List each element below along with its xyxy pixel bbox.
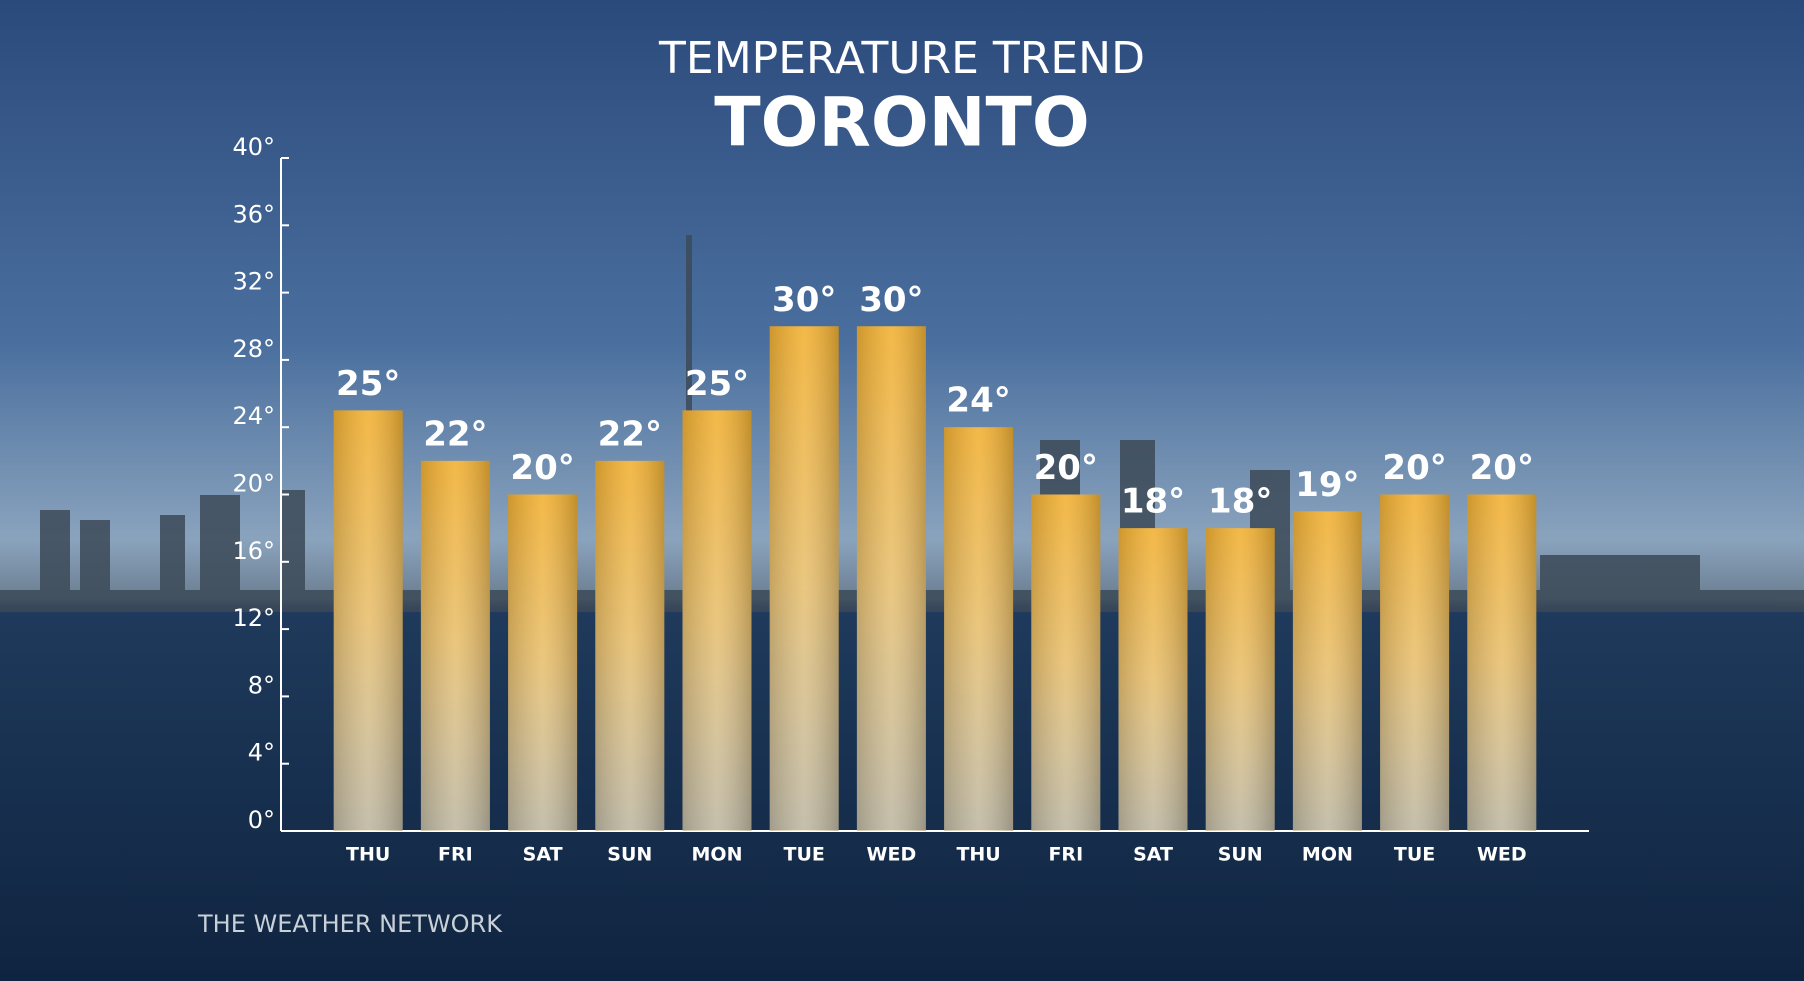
value-label: 20° [1470,448,1534,488]
value-label: 20° [510,448,574,488]
value-label: 30° [772,280,836,320]
bar-shade [1205,528,1275,831]
value-label: 20° [1034,448,1098,488]
bar-shade [333,410,403,831]
bar-shade [508,494,578,831]
chart-subtitle: TORONTO [714,84,1089,163]
bar-shade [1292,511,1362,831]
value-label: 24° [946,381,1010,421]
x-tick-label: MON [692,844,743,866]
value-label: 18° [1208,482,1272,522]
y-tick-label: 36° [232,200,275,228]
bar-shade [420,460,490,831]
value-label: 22° [423,414,487,454]
y-tick-label: 24° [232,402,275,430]
value-label: 25° [336,364,400,404]
x-tick-label: WED [1477,844,1527,866]
x-tick-label: THU [346,844,390,866]
y-tick-label: 20° [232,470,275,498]
y-tick-label: 28° [232,335,275,363]
bar-shade [595,460,665,831]
bar-shade [1467,494,1537,831]
x-tick-label: THU [956,844,1000,866]
x-tick-label: FRI [1048,844,1083,866]
x-tick-label: SUN [607,844,652,866]
bar-shade [769,326,839,831]
y-tick-label: 40° [232,133,275,161]
bar-shade [1118,528,1188,831]
y-tick-label: 12° [232,604,275,632]
value-label: 22° [598,414,662,454]
x-tick-label: MON [1302,844,1353,866]
value-label: 19° [1295,465,1359,505]
bar-shade [1031,494,1101,831]
value-label: 25° [685,364,749,404]
x-tick-label: TUE [1394,844,1435,866]
x-tick-label: SUN [1218,844,1263,866]
x-tick-label: TUE [784,844,825,866]
chart-title: TEMPERATURE TREND [658,33,1145,84]
bar-shade [856,326,926,831]
y-tick-label: 32° [232,268,275,296]
value-label: 20° [1382,448,1446,488]
x-tick-label: FRI [438,844,473,866]
y-tick-label: 16° [232,537,275,565]
x-tick-label: WED [867,844,917,866]
y-tick-label: 8° [248,671,275,699]
bar-shade [1380,494,1450,831]
y-tick-label: 4° [248,739,275,767]
source: THE WEATHER NETWORK [197,910,503,938]
value-label: 30° [859,280,923,320]
bar-shade [682,410,752,831]
value-label: 18° [1121,482,1185,522]
bar-shade [944,427,1014,831]
y-tick-label: 0° [248,806,275,834]
x-tick-label: SAT [523,844,563,866]
x-tick-label: SAT [1133,844,1173,866]
